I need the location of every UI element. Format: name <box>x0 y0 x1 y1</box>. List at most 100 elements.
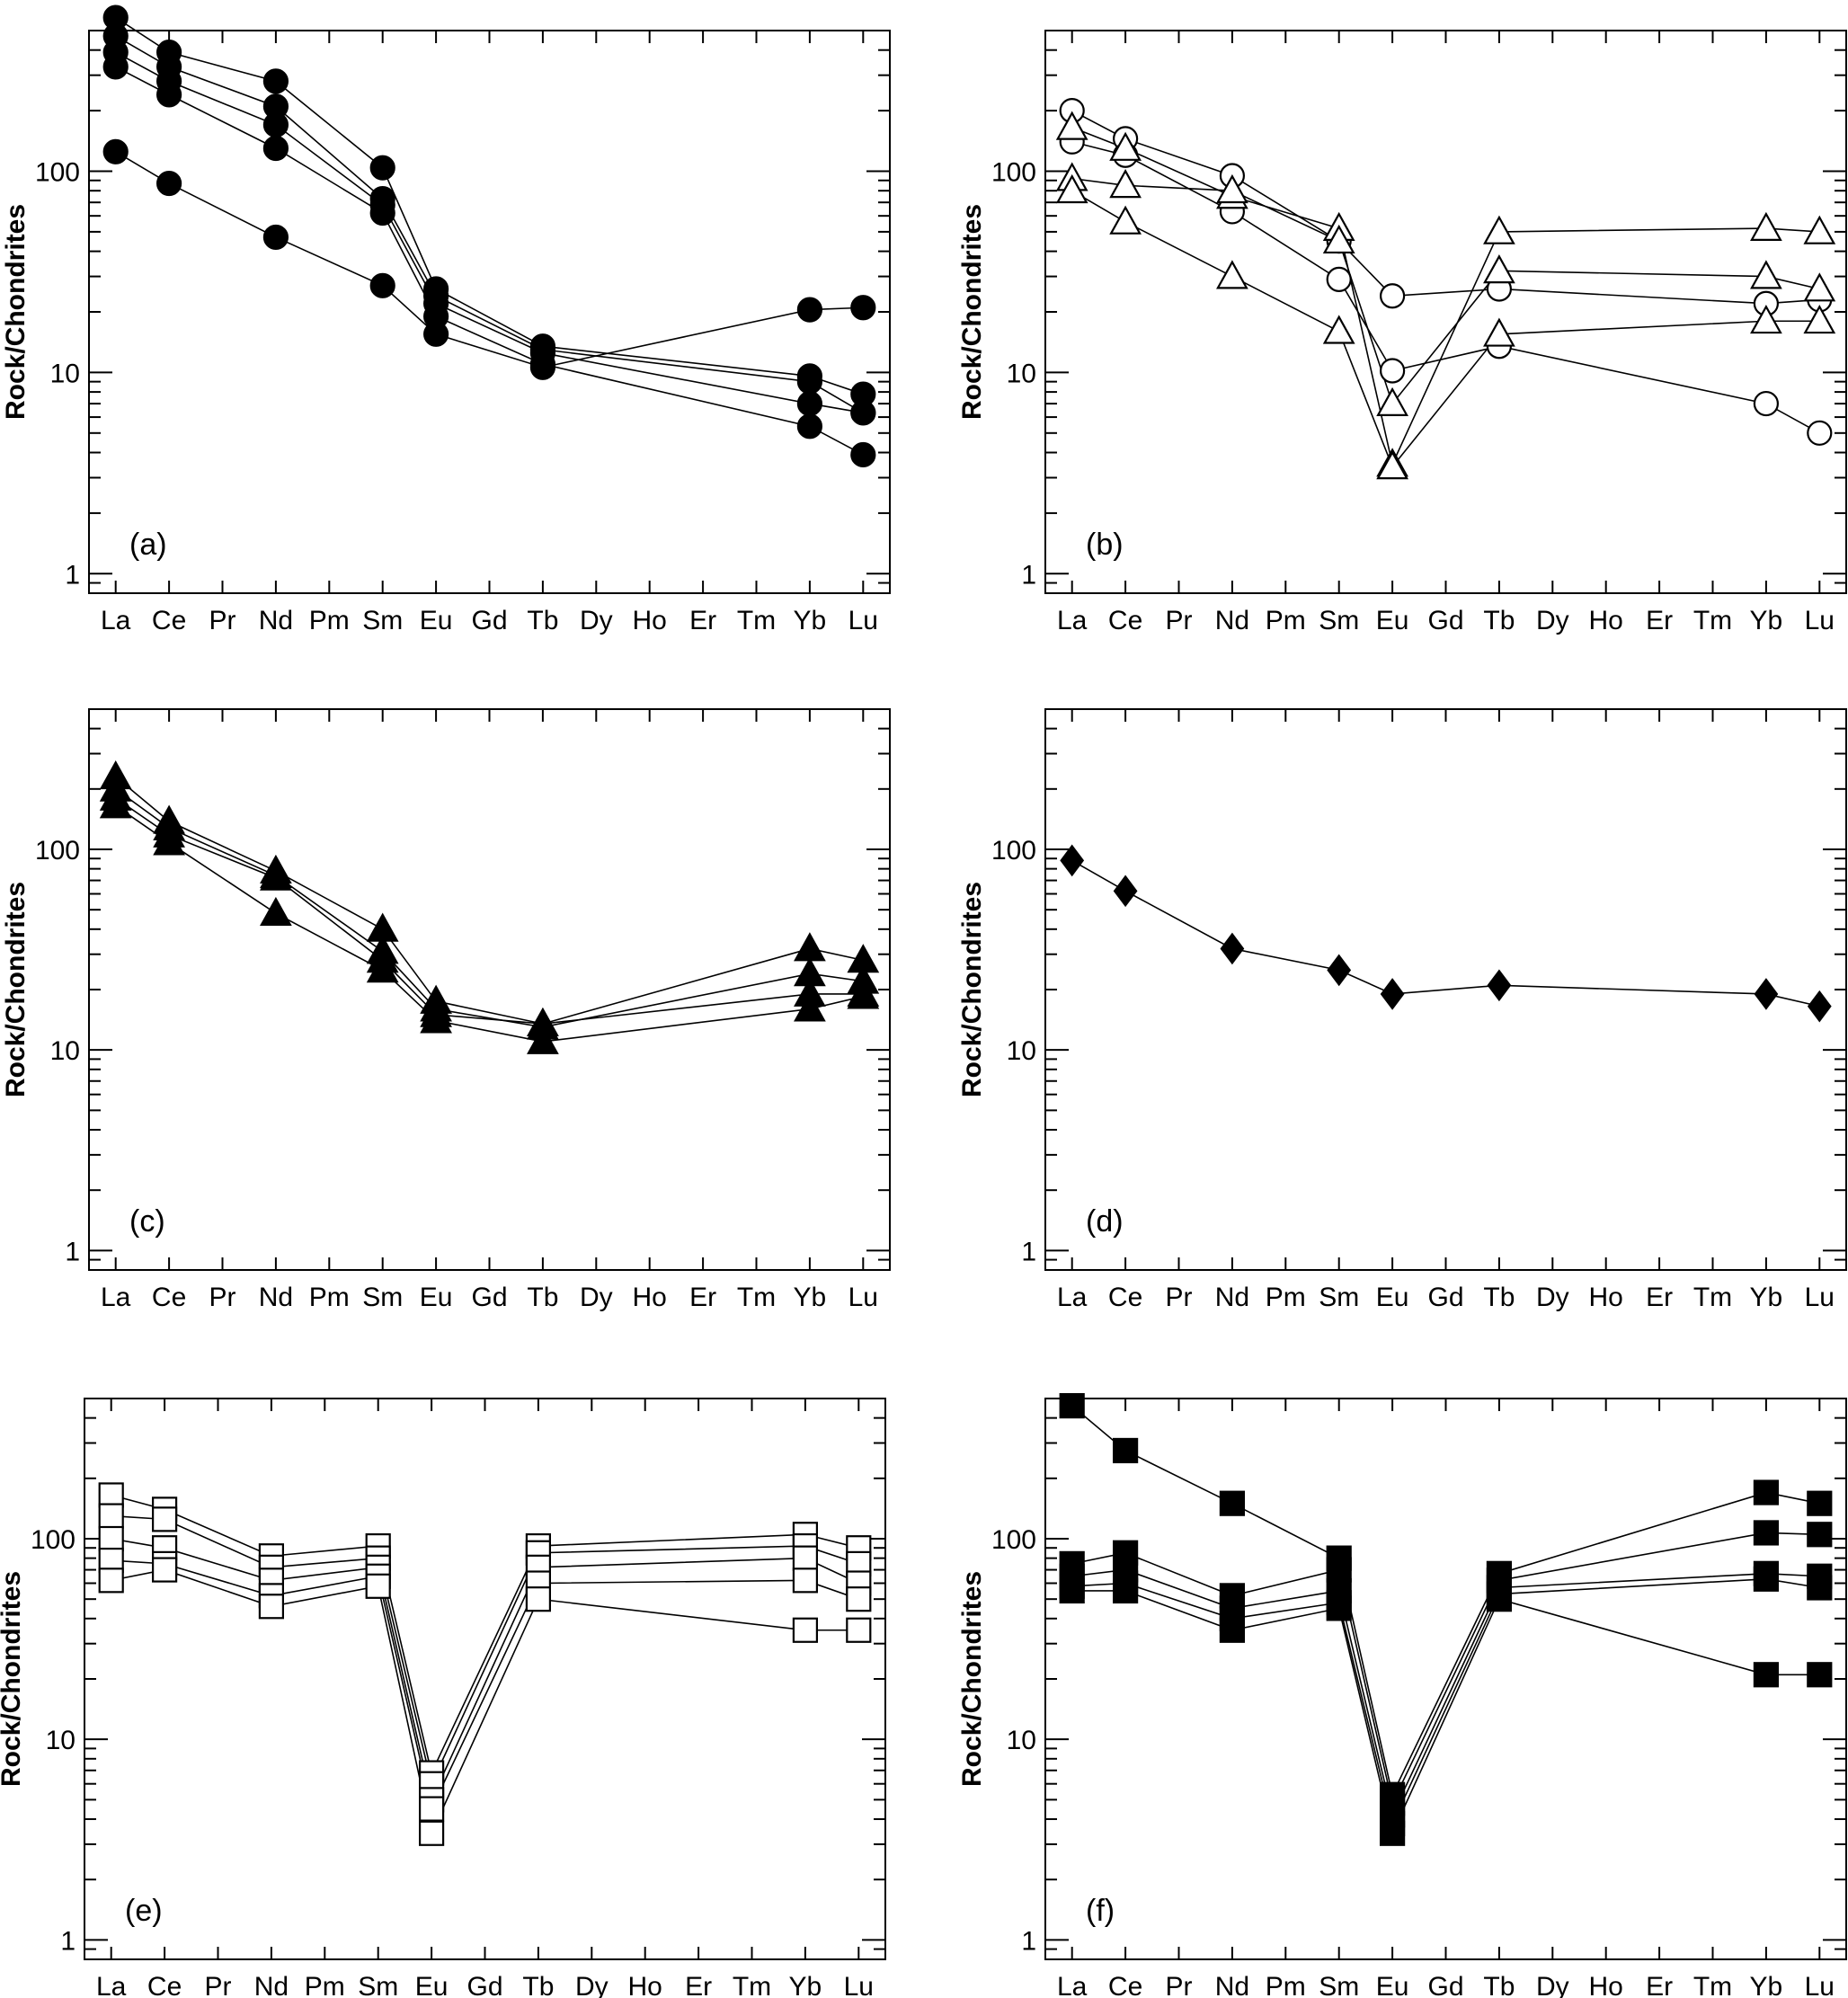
data-point-c4-Sm <box>366 954 399 983</box>
data-point-b5-Tb <box>1483 317 1515 347</box>
series-line-d1 <box>1071 859 1820 1008</box>
x-tick-label: Nd <box>1215 1972 1249 1998</box>
series-markers <box>1060 844 1832 1023</box>
x-tick-label: Sm <box>362 1283 403 1312</box>
x-tick-label: Er <box>685 1972 712 1998</box>
data-point-e5-Eu <box>419 1820 445 1846</box>
data-point-f1-La <box>1059 1392 1085 1419</box>
data-point-e5-Nd <box>258 1594 284 1620</box>
y-tick-label: 10 <box>1007 359 1036 388</box>
data-point-e3-Yb <box>792 1545 819 1571</box>
series-line-e4 <box>111 1559 859 1812</box>
x-tick-label: Gd <box>471 1283 507 1312</box>
data-point-a1-Nd <box>262 68 289 94</box>
x-tick-label: Pr <box>205 1972 232 1998</box>
x-tick-label: La <box>1057 1283 1088 1312</box>
data-point-b4-Sm <box>1322 224 1355 254</box>
panel-label: (a) <box>129 528 167 562</box>
data-point-f1-Yb <box>1753 1479 1780 1505</box>
x-tick-label: Dy <box>1536 1972 1569 1998</box>
data-point-c4-La <box>99 789 132 819</box>
data-point-c4-Nd <box>260 896 292 927</box>
series-markers <box>1059 1392 1833 1846</box>
data-point-f5-Yb <box>1753 1662 1780 1688</box>
x-tick-label: La <box>1057 606 1088 635</box>
x-tick-labels: La Ce Pr Nd Pm Sm Eu Gd Tb Dy Ho Er Tm Yb Lu <box>101 606 878 635</box>
data-point-b5-Nd <box>1216 260 1248 289</box>
x-tick-label: Gd <box>466 1972 502 1998</box>
data-point-b2-Eu <box>1379 358 1406 384</box>
x-tick-label: Yb <box>789 1972 822 1998</box>
series-line-e3 <box>111 1538 859 1802</box>
data-point-a5-Yb <box>796 297 823 323</box>
series-line-b2 <box>1071 141 1820 434</box>
data-point-f5-La <box>1059 1577 1085 1604</box>
data-point-f5-Lu <box>1807 1662 1833 1688</box>
x-tick-label: Nd <box>259 1283 293 1312</box>
data-point-a5-Nd <box>262 224 289 251</box>
series-line-f2 <box>1071 1532 1820 1806</box>
x-tick-label: Lu <box>1805 1972 1835 1998</box>
x-tick-label: Nd <box>1215 1283 1249 1312</box>
x-tick-label: Dy <box>580 606 613 635</box>
chart-panel-c: La Ce Pr Nd Pm Sm Eu Gd Tb Dy Ho Er Tm Yb Lu 1 10 100Rock… <box>1 708 891 1312</box>
series-line-a5 <box>115 151 864 369</box>
x-tick-label: Ho <box>628 1972 662 1998</box>
chart-panel-b: La Ce Pr Nd Pm Sm Eu Gd Tb Dy Ho Er Tm Yb Lu 1 10 100Rock… <box>957 30 1847 635</box>
data-point-a5-Ce <box>156 170 182 197</box>
data-point-c4-Eu <box>420 1004 452 1034</box>
data-point-d1-Eu <box>1380 978 1405 1010</box>
data-point-d1-Nd <box>1220 932 1245 965</box>
y-tick-label: 100 <box>35 158 80 188</box>
data-point-f2-Lu <box>1807 1522 1833 1548</box>
panel-label: (d) <box>1086 1204 1124 1239</box>
chart-panel-f: La Ce Pr Nd Pm Sm Eu Gd Tb Dy Ho Er Tm Yb Lu 1 10 100Rock… <box>957 1392 1847 1998</box>
data-point-b5-Lu <box>1803 304 1836 334</box>
x-tick-label: Ho <box>1589 1283 1623 1312</box>
x-tick-label: Er <box>1646 1972 1673 1998</box>
x-tick-label: Sm <box>1319 606 1359 635</box>
x-tick-label: Eu <box>415 1972 449 1998</box>
data-point-e5-Lu <box>846 1617 872 1643</box>
data-point-b3-Yb <box>1750 211 1782 241</box>
series-markers <box>99 760 880 1054</box>
chart-panel-e: La Ce Pr Nd Pm Sm Eu Gd Tb Dy Ho Er Tm Yb Lu 1 10 100Rock… <box>0 1398 886 1998</box>
series-lines <box>115 16 864 456</box>
x-tick-label: Nd <box>1215 606 1249 635</box>
series-line-c4 <box>115 804 864 1043</box>
data-point-b1-Eu <box>1379 283 1406 309</box>
x-tick-labels: La Ce Pr Nd Pm Sm Eu Gd Tb Dy Ho Er Tm Yb Lu <box>1057 1283 1835 1312</box>
y-axis-label: Rock/Chondrites <box>957 204 987 420</box>
data-point-f4-Yb <box>1753 1566 1780 1592</box>
x-tick-label: Tb <box>1483 1283 1515 1312</box>
data-point-a1-Sm <box>369 155 395 181</box>
data-point-b4-Tb <box>1483 254 1515 284</box>
data-point-f4-Lu <box>1807 1575 1833 1601</box>
x-tick-label: Eu <box>420 1283 453 1312</box>
data-point-d1-Yb <box>1754 978 1779 1010</box>
series-lines <box>1071 859 1820 1008</box>
series-line-b4 <box>1071 177 1820 405</box>
series-line-f5 <box>1071 1590 1820 1836</box>
data-point-c4-Lu <box>847 980 880 1009</box>
x-tick-label: Pm <box>1266 1972 1306 1998</box>
y-tick-label: 1 <box>1021 560 1036 590</box>
data-point-e2-La <box>98 1503 124 1529</box>
x-tick-label: Tm <box>1693 1283 1732 1312</box>
data-point-b2-Yb <box>1753 390 1780 417</box>
series-line-f4 <box>1071 1577 1820 1826</box>
x-tick-label: Tm <box>733 1972 771 1998</box>
x-tick-label: La <box>101 1283 131 1312</box>
x-tick-label: Ce <box>1108 1972 1142 1998</box>
x-tick-label: Ce <box>1108 1283 1142 1312</box>
y-tick-label: 1 <box>65 1237 80 1266</box>
x-tick-label: Nd <box>254 1972 289 1998</box>
data-point-b5-Yb <box>1750 304 1782 334</box>
y-tick-label: 1 <box>1021 1237 1036 1266</box>
data-point-a4-Nd <box>262 135 289 162</box>
data-point-a4-La <box>102 54 129 80</box>
x-tick-label: Lu <box>1805 606 1835 635</box>
data-point-a5-Eu <box>423 321 449 347</box>
x-tick-label: Yb <box>794 1283 827 1312</box>
series-line-a3 <box>115 51 864 414</box>
